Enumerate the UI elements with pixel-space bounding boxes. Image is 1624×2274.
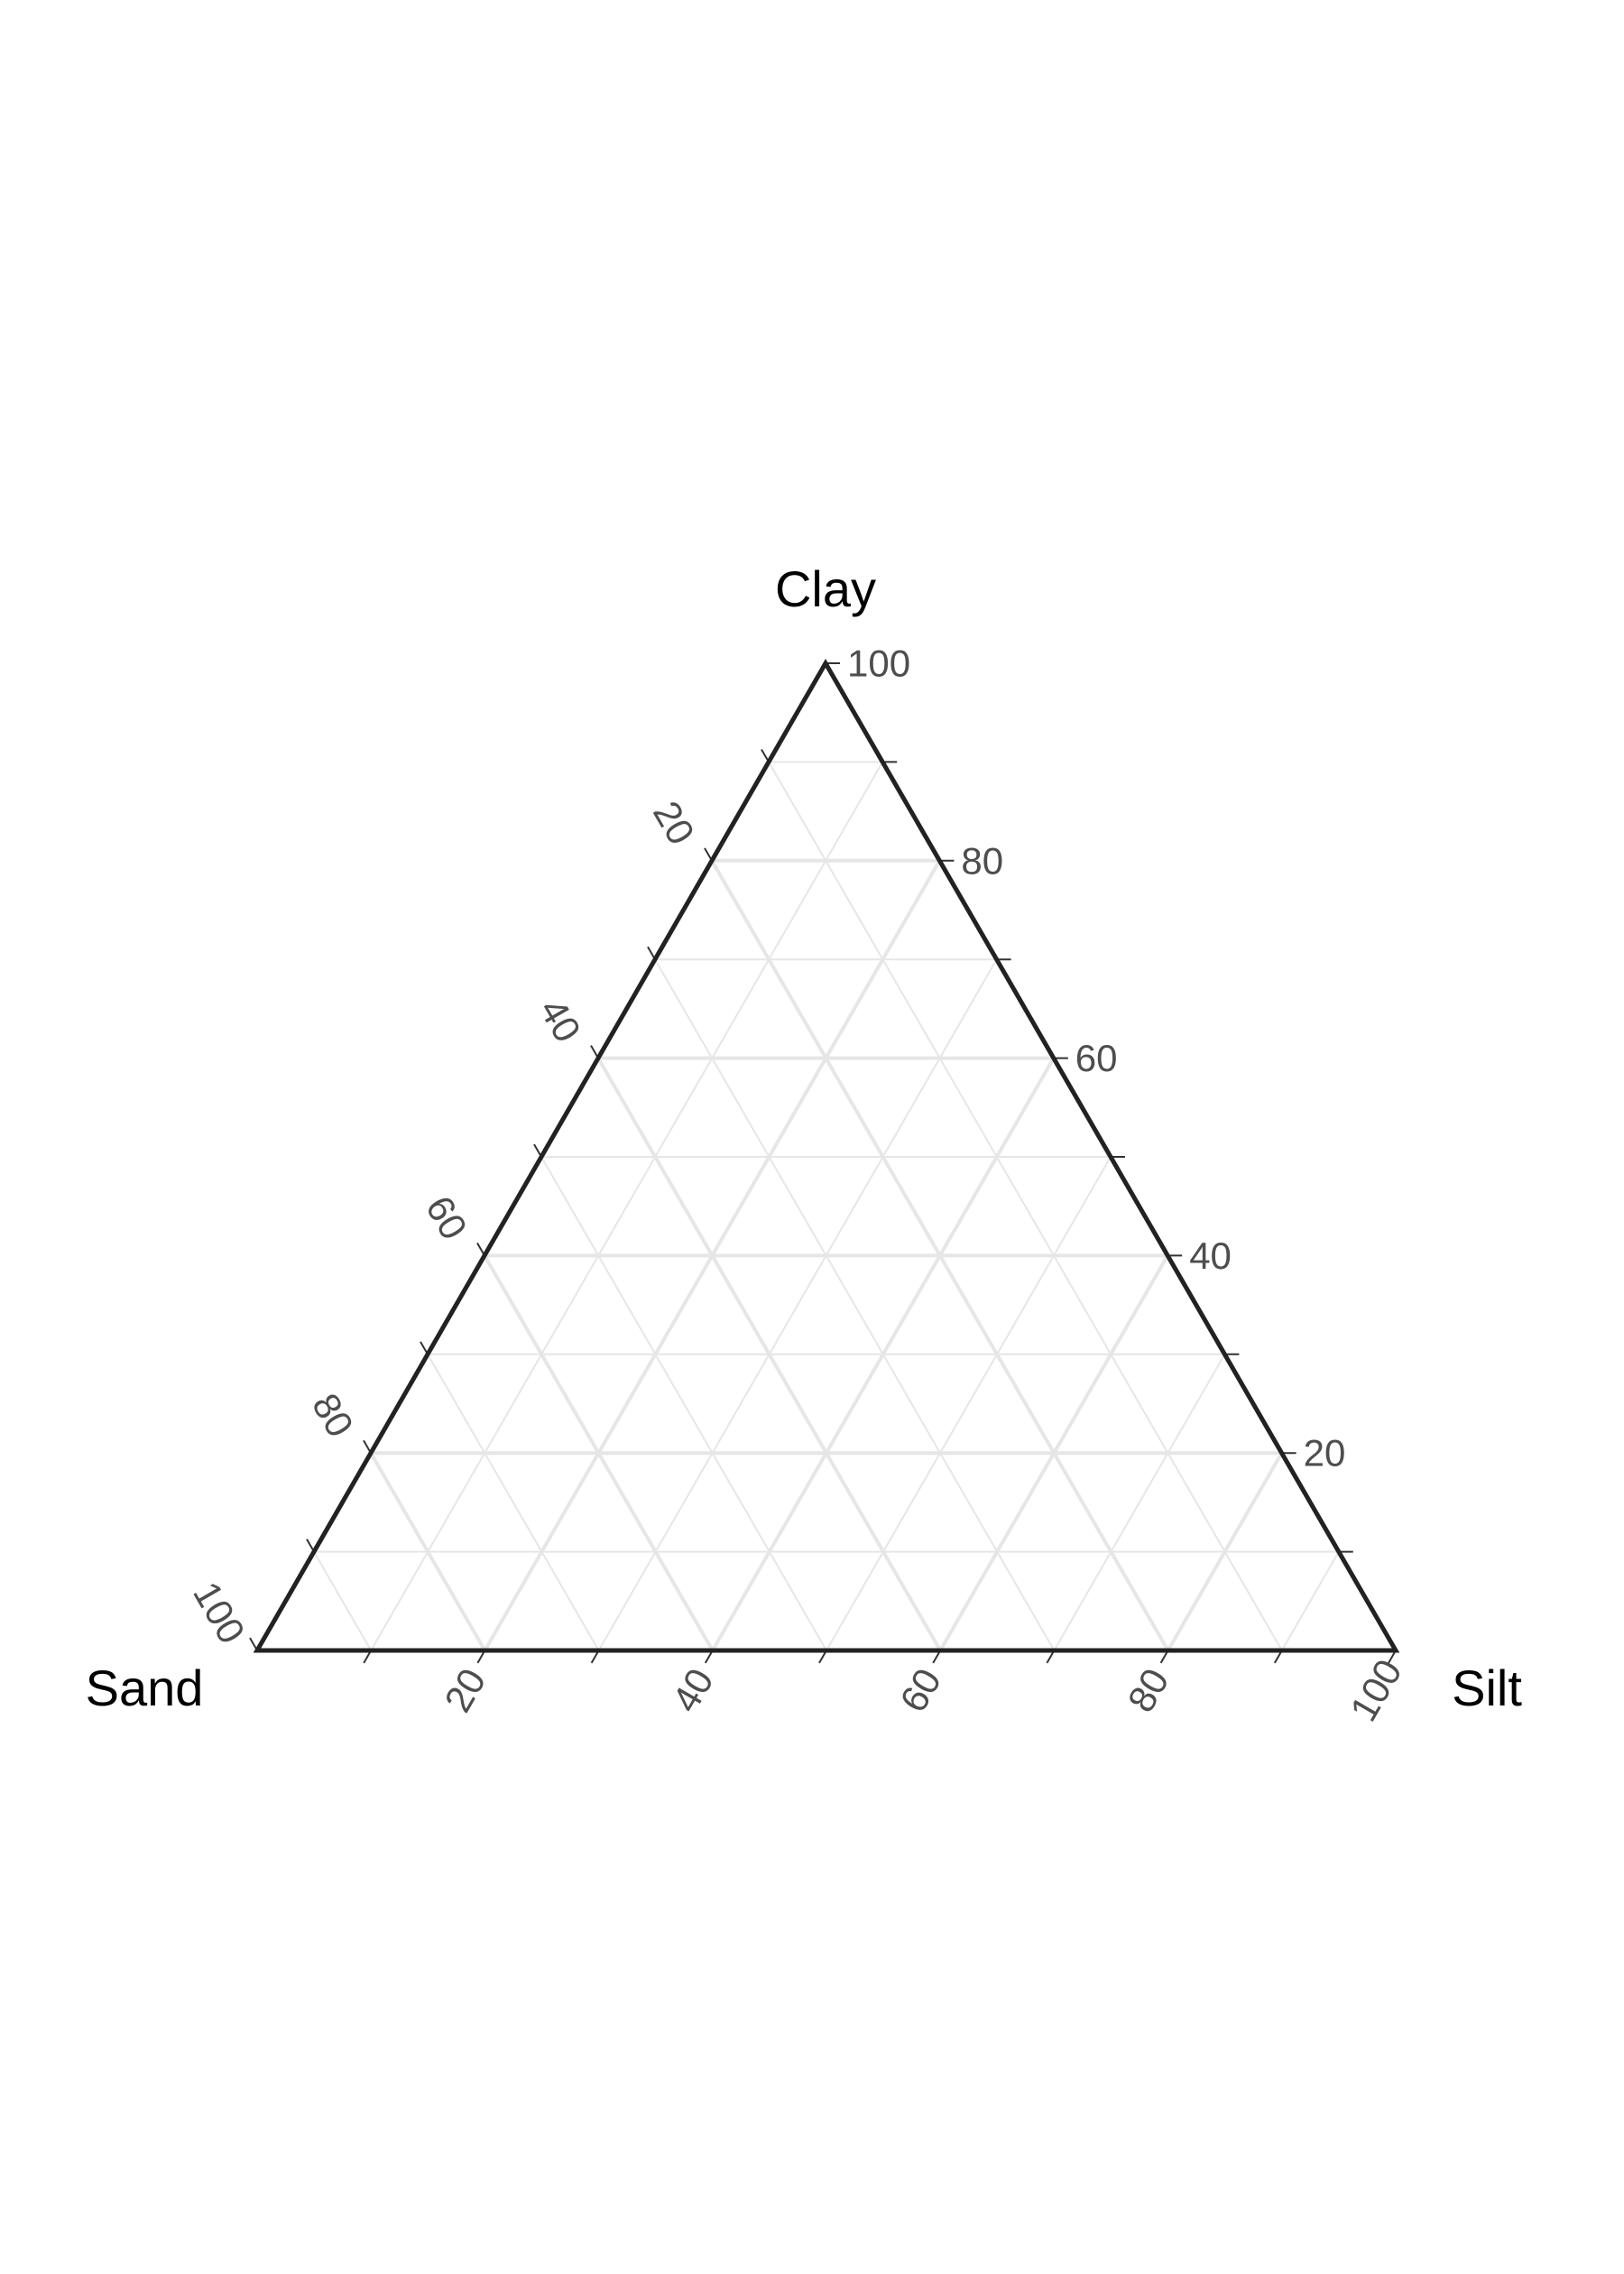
tick-label-silt-20: 20 xyxy=(436,1661,494,1719)
grid-line-silt-30 xyxy=(597,958,998,1651)
tick-label-sand-20: 20 xyxy=(645,794,703,852)
grid-line-silt-50 xyxy=(826,1156,1112,1651)
tick-label-sand-80: 80 xyxy=(304,1386,362,1444)
tick-label-sand-100: 100 xyxy=(185,1575,254,1650)
tick-label-sand-40: 40 xyxy=(531,992,589,1049)
grid-line-silt-70 xyxy=(1053,1354,1226,1651)
tick-label-layer: 20 40 60 80 100 20 40 60 80 100 20 40 60 80 100 xyxy=(185,642,1410,1729)
tick-label-clay-20: 20 xyxy=(1304,1432,1346,1474)
grid-line-sand-60 xyxy=(483,1254,715,1652)
tick-label-silt-80: 80 xyxy=(1120,1661,1177,1719)
grid-line-sand-30 xyxy=(654,958,1056,1651)
grid-layer xyxy=(313,761,1340,1652)
grid-line-sand-80 xyxy=(369,1452,487,1652)
tick-label-silt-40: 40 xyxy=(664,1661,722,1719)
grid-line-silt-90 xyxy=(1280,1551,1340,1651)
grid-line-silt-80 xyxy=(1166,1452,1284,1651)
tick-label-clay-100: 100 xyxy=(847,642,910,685)
axis-title-sand: Sand xyxy=(86,1659,204,1716)
grid-line-silt-60 xyxy=(938,1254,1169,1651)
tick-label-silt-100: 100 xyxy=(1342,1652,1410,1728)
triangle-border xyxy=(253,658,1400,1653)
tick-label-silt-60: 60 xyxy=(891,1661,949,1719)
tick-label-clay-60: 60 xyxy=(1075,1037,1118,1079)
tick-label-clay-80: 80 xyxy=(961,839,1003,882)
grid-line-sand-90 xyxy=(313,1551,373,1651)
tick-label-sand-60: 60 xyxy=(418,1188,475,1246)
tick-mark-layer xyxy=(249,662,1397,1664)
axis-title-silt: Silt xyxy=(1452,1659,1522,1716)
grid-line-silt-10 xyxy=(370,761,884,1651)
tick-label-clay-40: 40 xyxy=(1189,1234,1232,1277)
axis-title-clay: Clay xyxy=(775,560,876,617)
grid-line-sand-50 xyxy=(540,1156,827,1651)
grid-line-sand-70 xyxy=(427,1354,600,1651)
grid-line-sand-10 xyxy=(768,761,1283,1651)
